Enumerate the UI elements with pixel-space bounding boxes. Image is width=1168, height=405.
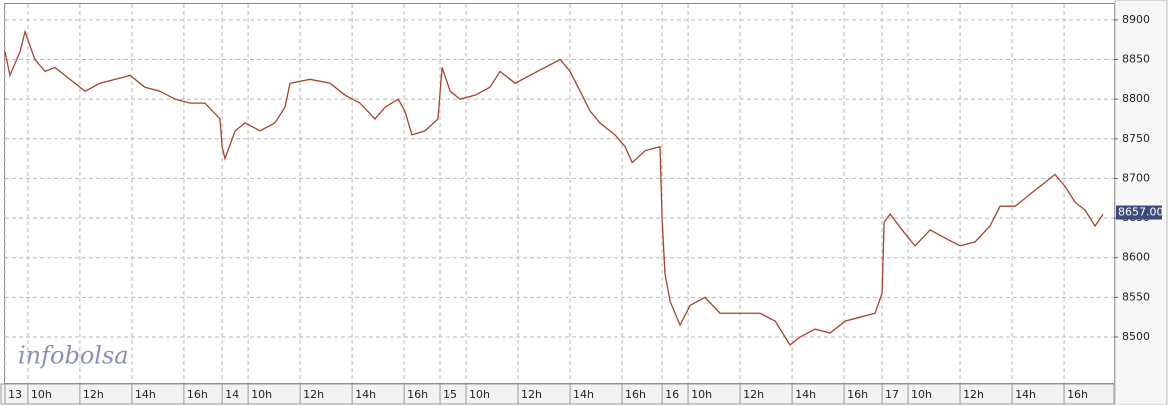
x-tick-label: 13 (8, 388, 22, 401)
x-tick-label: 10h (691, 388, 712, 401)
x-tick-label: 14h (1015, 388, 1036, 401)
x-tick-label: 14h (355, 388, 376, 401)
current-price-marker (1116, 205, 1162, 220)
plot-area (4, 3, 1115, 384)
x-tick-label: 10h (469, 388, 490, 401)
price-line (4, 29, 1104, 346)
x-tick-label: 16h (847, 388, 868, 401)
y-axis-panel (1114, 0, 1168, 405)
x-tick-label: 12h (303, 388, 324, 401)
y-tick-label: 8550 (1122, 290, 1150, 303)
x-tick-label: 12h (743, 388, 764, 401)
current-price-label: 8657.00 (1118, 206, 1164, 219)
x-tick-label: 16h (187, 388, 208, 401)
y-tick-label: 8700 (1122, 171, 1150, 184)
x-axis-bar (0, 383, 1115, 405)
x-tick-label: 16h (407, 388, 428, 401)
x-tick-label: 10h (911, 388, 932, 401)
y-tick-label: 8900 (1122, 13, 1150, 26)
x-tick-label: 16 (665, 388, 679, 401)
x-tick-label: 14h (573, 388, 594, 401)
x-tick-label: 15 (443, 388, 457, 401)
y-tick-label: 8500 (1122, 330, 1150, 343)
x-tick-label: 14 (225, 388, 239, 401)
watermark: infobolsa (18, 342, 129, 370)
x-tick-label: 17 (885, 388, 899, 401)
x-tick-label: 16h (625, 388, 646, 401)
x-tick-label: 16h (1067, 388, 1088, 401)
y-tick-label: 8800 (1122, 92, 1150, 105)
y-tick-label: 8750 (1122, 132, 1150, 145)
y-tick-label: 8850 (1122, 53, 1150, 66)
x-tick-label: 14h (135, 388, 156, 401)
x-tick-label: 14h (795, 388, 816, 401)
x-tick-label: 10h (251, 388, 272, 401)
y-tick-label: 8600 (1122, 251, 1150, 264)
x-tick-label: 12h (83, 388, 104, 401)
x-tick-label: 12h (521, 388, 542, 401)
x-tick-label: 10h (31, 388, 52, 401)
x-tick-label: 12h (963, 388, 984, 401)
